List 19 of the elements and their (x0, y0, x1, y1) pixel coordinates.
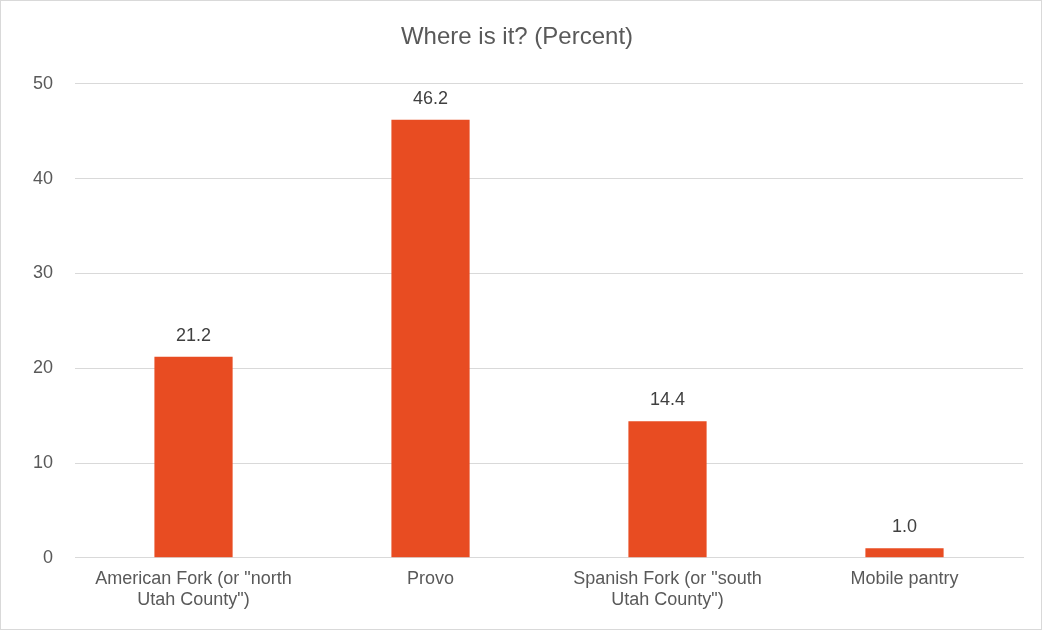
chart-title: Where is it? (Percent) (400, 22, 634, 50)
x-tick-label: Provo (407, 567, 455, 588)
data-label: 21.2 (176, 324, 212, 345)
bar (865, 548, 944, 558)
bar (628, 421, 707, 558)
x-tick-label: Spanish Fork (or "south Utah County") (573, 567, 762, 610)
data-label: 14.4 (649, 389, 686, 410)
x-tick-label: American Fork (or "north Utah County") (95, 567, 292, 610)
y-tick-label: 0 (43, 546, 54, 567)
data-label: 46.2 (412, 87, 449, 108)
y-tick-label: 10 (32, 451, 54, 472)
data-label: 1.0 (891, 516, 918, 537)
y-tick-label: 30 (32, 262, 54, 283)
y-tick-label: 20 (32, 357, 54, 378)
bar (154, 356, 233, 558)
x-tick-label: Mobile pantry (850, 567, 959, 588)
y-tick-label: 50 (32, 72, 54, 93)
y-tick-label: 40 (32, 167, 54, 188)
bar (391, 119, 470, 558)
